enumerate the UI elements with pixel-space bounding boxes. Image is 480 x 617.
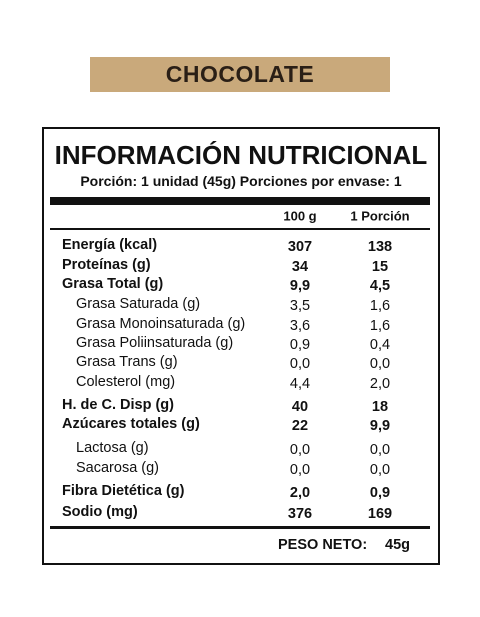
column-header: 100 g	[283, 208, 317, 224]
nutrient-name: Grasa Saturada (g)	[76, 296, 201, 312]
nutrient-name: Grasa Monoinsaturada (g)	[76, 316, 246, 332]
value-100g: 3,5	[289, 298, 311, 314]
value-portion: 0,4	[369, 337, 391, 353]
bottom-rule	[50, 526, 430, 529]
value-portion: 1,6	[369, 318, 391, 334]
nutrient-name: Lactosa (g)	[76, 440, 149, 456]
value-portion: 9,9	[369, 418, 391, 434]
column-header: 1 Porción	[350, 208, 410, 224]
thin-rule	[50, 228, 430, 230]
nutrient-name: Grasa Total (g)	[62, 276, 164, 292]
net-weight-value: 45g	[385, 537, 410, 553]
nutrient-name: Azúcares totales (g)	[62, 416, 200, 432]
thick-rule	[50, 197, 430, 205]
product-banner: CHOCOLATE	[90, 57, 390, 92]
value-portion: 0,0	[369, 356, 391, 372]
value-100g: 2,0	[289, 485, 311, 501]
nutrient-name: Colesterol (mg)	[76, 374, 176, 390]
value-portion: 0,0	[369, 442, 391, 458]
nutrient-name: Fibra Dietética (g)	[62, 483, 185, 499]
value-100g: 376	[287, 506, 313, 522]
nutrient-name: Energía (kcal)	[62, 237, 158, 253]
nutrient-name: Grasa Trans (g)	[76, 354, 178, 370]
nutrient-name: Grasa Poliinsaturada (g)	[76, 335, 234, 351]
value-100g: 3,6	[289, 318, 311, 334]
nutrient-name: Proteínas (g)	[62, 257, 151, 273]
value-100g: 9,9	[289, 278, 311, 294]
value-100g: 0,0	[289, 356, 311, 372]
value-portion: 0,0	[369, 462, 391, 478]
value-100g: 22	[291, 418, 309, 434]
value-portion: 2,0	[369, 376, 391, 392]
nutrient-name: H. de C. Disp (g)	[62, 397, 174, 413]
value-100g: 34	[291, 259, 309, 275]
label-box	[42, 127, 440, 565]
value-100g: 0,9	[289, 337, 311, 353]
value-100g: 307	[287, 239, 313, 255]
value-portion: 169	[367, 506, 393, 522]
value-100g: 4,4	[289, 376, 311, 392]
nutrient-name: Sodio (mg)	[62, 504, 138, 520]
value-100g: 40	[291, 399, 309, 415]
value-portion: 1,6	[369, 298, 391, 314]
value-portion: 15	[371, 259, 389, 275]
value-100g: 0,0	[289, 462, 311, 478]
nutrient-name: Sacarosa (g)	[76, 460, 160, 476]
portion-info: Porción: 1 unidad (45g) Porciones por en…	[80, 173, 402, 189]
label-title: INFORMACIÓN NUTRICIONAL	[54, 140, 428, 170]
value-portion: 4,5	[369, 278, 391, 294]
value-portion: 18	[371, 399, 389, 415]
value-portion: 138	[367, 239, 393, 255]
net-weight-label: PESO NETO:	[278, 537, 368, 553]
value-portion: 0,9	[369, 485, 391, 501]
value-100g: 0,0	[289, 442, 311, 458]
